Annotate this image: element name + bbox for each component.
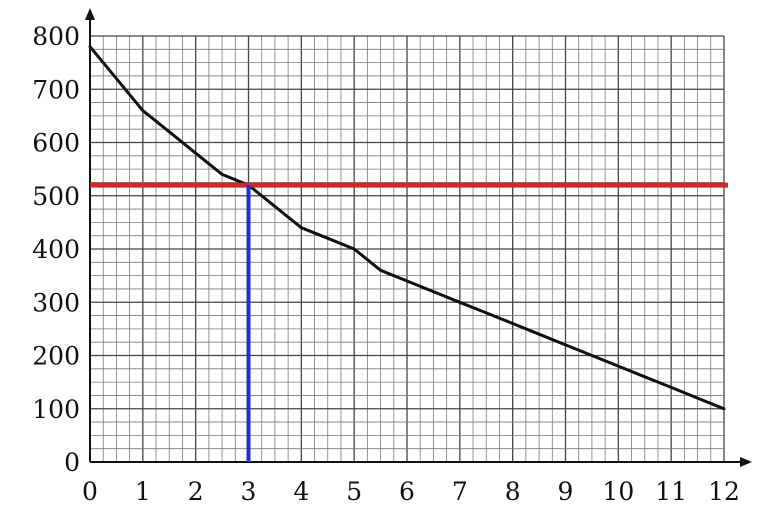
x-tick-label: 10 [602,477,634,506]
y-tick-label: 200 [32,342,80,371]
annotation-layer [90,182,728,462]
x-tick-label: 6 [399,477,415,506]
y-tick-label: 500 [32,182,80,211]
x-tick-label: 3 [241,477,257,506]
series-line [88,45,726,411]
x-axis-arrow [740,457,752,467]
x-tick-label: 4 [293,477,309,506]
tick-labels: 0 1 2 3 4 5 6 7 8 9 10 11 12010020030040050060070080… [32,22,740,506]
grid [89,35,725,463]
x-tick-label: 8 [505,477,521,506]
x-tick-label: 1 [135,477,151,506]
y-tick-label: 700 [32,75,80,104]
x-tick-label: 9 [558,477,574,506]
x-tick-label: 12 [708,477,740,506]
x-tick-label: 7 [452,477,468,506]
y-tick-label: 600 [32,129,80,158]
y-tick-label: 400 [32,235,80,264]
y-tick-label: 0 [64,448,80,477]
x-tick-label: 11 [655,477,687,506]
axes [85,8,752,467]
y-tick-label: 100 [32,395,80,424]
x-tick-label: 5 [346,477,362,506]
x-tick-label: 0 [82,477,98,506]
x-tick-label: 2 [188,477,204,506]
y-axis-arrow [85,8,95,20]
y-tick-label: 800 [32,22,80,51]
y-tick-label: 300 [32,288,80,317]
series-layer [88,45,726,411]
